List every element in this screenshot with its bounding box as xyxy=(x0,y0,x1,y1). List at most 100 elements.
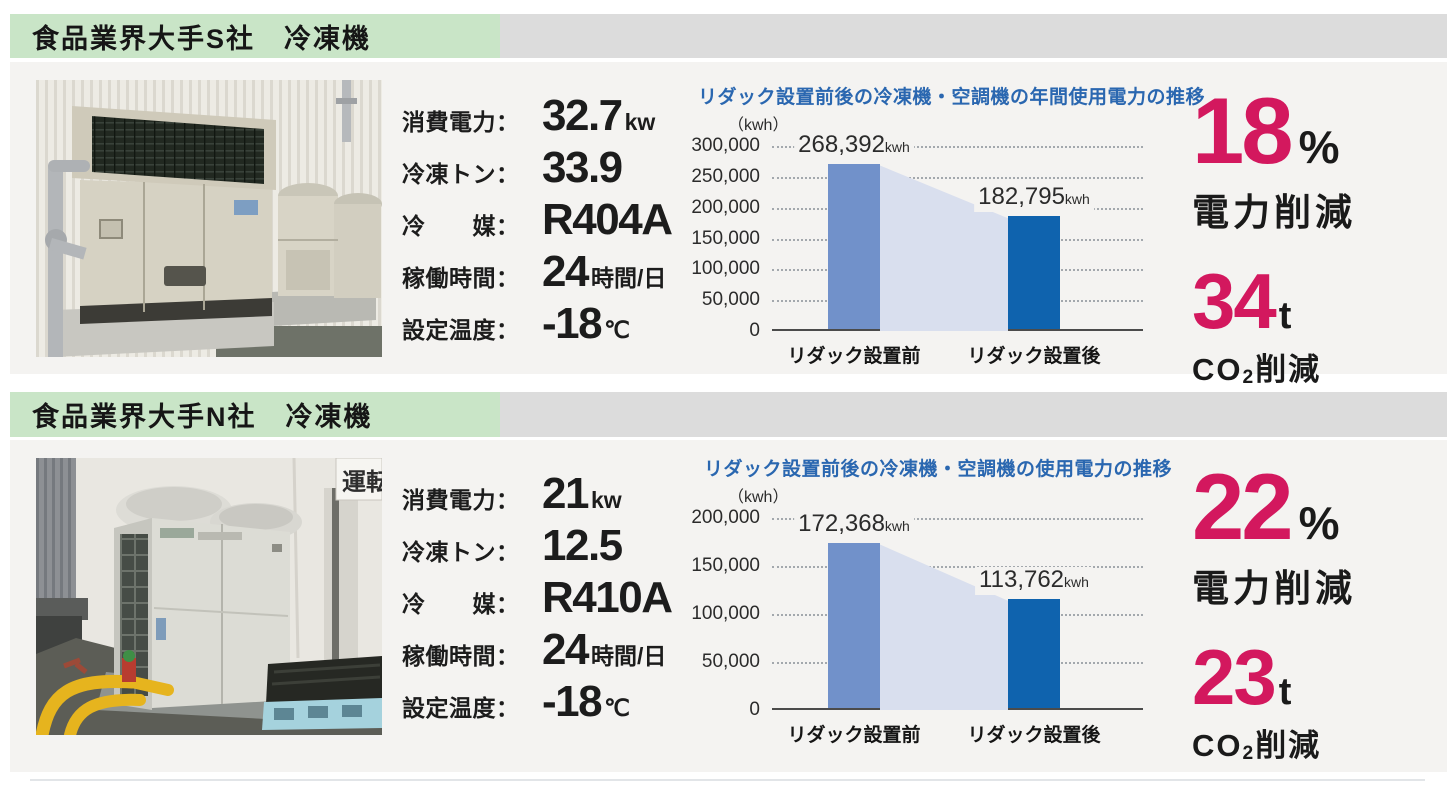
x-category-label: リダック設置前 xyxy=(787,346,921,367)
spec-list: 消費電力： 32.7 kw 冷凍トン： 33.9 冷 媒： R404A 稼働時間… xyxy=(402,90,674,350)
case-title-bar: 食品業界大手S社 冷凍機 xyxy=(10,14,500,58)
spec-value: R410A xyxy=(542,573,673,622)
stat-caption: 電力削減 xyxy=(1192,568,1356,609)
spec-row-hours: 稼働時間： 24 時間/日 xyxy=(402,246,674,298)
stat-value-line: 18 % xyxy=(1192,83,1454,177)
stat-number: 23 xyxy=(1192,633,1277,721)
stat-unit: % xyxy=(1298,497,1340,549)
spec-row-temperature: 設定温度： -18 ℃ xyxy=(402,298,674,350)
spec-value: 33.9 xyxy=(542,143,623,192)
spec-value: 32.7 xyxy=(542,91,623,140)
case-title: 食品業界大手S社 冷凍機 xyxy=(32,23,372,54)
page-bottom-edge xyxy=(30,779,1425,781)
spec-list: 消費電力： 21 kw 冷凍トン： 12.5 冷 媒： R410A 稼働時間： … xyxy=(402,468,674,728)
x-category-label: リダック設置後 xyxy=(967,346,1101,367)
y-tick-label: 50,000 xyxy=(701,289,760,310)
bar-value-unit: kwh xyxy=(1064,573,1089,590)
stat-power-reduction: 22 % 電力削減 xyxy=(1192,459,1454,612)
result-stats: 18 % 電力削減 34 t CO2削減 xyxy=(1192,83,1454,389)
stat-value-line: 34 t xyxy=(1192,257,1454,345)
spec-row-tons: 冷凍トン： 12.5 xyxy=(402,520,674,572)
spec-row-hours: 稼働時間： 24 時間/日 xyxy=(402,624,674,676)
stat-unit: t xyxy=(1278,295,1292,337)
stat-unit: % xyxy=(1298,121,1340,173)
spec-label: 冷 媒： xyxy=(402,213,520,239)
photo-refrigeration-units-outdoor xyxy=(36,80,382,357)
spec-label: 稼働時間： xyxy=(402,643,520,669)
y-gridline xyxy=(772,146,1143,148)
result-stats: 22 % 電力削減 23 t CO2削減 xyxy=(1192,459,1454,765)
bar-before xyxy=(828,542,880,708)
spec-label: 冷 媒： xyxy=(402,591,520,617)
bar-value-number: 268,392 xyxy=(798,130,885,158)
spec-value: 24 xyxy=(542,625,589,674)
spec-unit: kw xyxy=(590,487,622,513)
pipe-bracket xyxy=(336,98,357,104)
truck-trailer xyxy=(36,458,88,656)
pipes xyxy=(45,160,90,357)
co2-suffix: 削減 xyxy=(1255,728,1322,763)
spec-label: 冷凍トン： xyxy=(402,161,520,187)
wall-recess xyxy=(324,488,358,678)
secondary-units xyxy=(278,183,382,298)
spec-label: 稼働時間： xyxy=(402,265,520,291)
bar-link-area xyxy=(880,544,1008,710)
spec-value: R404A xyxy=(542,195,673,244)
bar-chart-power: リダック設置前後の冷凍機・空調機の使用電力の推移 （kwh） 200,000 15… xyxy=(691,458,1178,746)
case-header-extension xyxy=(500,14,1447,58)
y-gridline xyxy=(772,177,1143,179)
wall-pipe xyxy=(342,80,351,142)
bar-value-number: 113,762 xyxy=(979,565,1065,593)
stat-caption-co2: CO2削減 xyxy=(1192,720,1454,765)
y-tick-label: 150,000 xyxy=(691,555,760,576)
bar-value-unit: kwh xyxy=(884,138,910,155)
sign: 運転 xyxy=(335,458,382,501)
case-header-n: 食品業界大手N社 冷凍機 xyxy=(10,392,1447,437)
spec-unit: ℃ xyxy=(604,695,630,721)
condensing-unit xyxy=(114,518,290,710)
chart-unit-label: （kwh） xyxy=(728,117,789,134)
spec-unit: ℃ xyxy=(604,317,630,343)
spec-row-refrigerant: 冷 媒： R410A xyxy=(402,572,674,624)
spec-value: -18 xyxy=(542,299,603,348)
bar-before xyxy=(828,163,880,329)
railing-device xyxy=(122,658,136,682)
bar-value-unit: kwh xyxy=(884,517,910,534)
y-tick-label: 100,000 xyxy=(691,603,760,624)
case-body-s: 消費電力： 32.7 kw 冷凍トン： 33.9 冷 媒： R404A 稼働時間… xyxy=(10,62,1447,388)
x-category-label: リダック設置後 xyxy=(967,725,1101,746)
spec-row-tons: 冷凍トン： 33.9 xyxy=(402,142,674,194)
chart-title: リダック設置前後の冷凍機・空調機の使用電力の推移 xyxy=(703,459,1172,480)
stat-number: 34 xyxy=(1192,257,1277,345)
chart-title: リダック設置前後の冷凍機・空調機の年間使用電力の推移 xyxy=(698,87,1206,108)
main-refrigeration-unit xyxy=(72,106,276,324)
y-tick-label: 300,000 xyxy=(691,135,760,156)
case-header-s: 食品業界大手S社 冷凍機 xyxy=(10,14,1447,58)
stat-value-line: 22 % xyxy=(1192,459,1454,553)
y-tick-label: 100,000 xyxy=(691,258,760,279)
railing-device-cap xyxy=(123,650,135,662)
bar-after xyxy=(1008,216,1060,329)
y-gridline xyxy=(772,566,1143,568)
spec-label: 冷凍トン： xyxy=(402,539,520,565)
co2-prefix: CO xyxy=(1192,352,1243,387)
bar-chart-annual-power: リダック設置前後の冷凍機・空調機の年間使用電力の推移 （kwh） 300,000… xyxy=(691,86,1206,367)
stat-co2-reduction: 34 t CO2削減 xyxy=(1192,257,1454,389)
spec-unit: kw xyxy=(624,109,656,135)
chart-plot: 300,000 250,000 200,000 150,000 100,000 50,00… xyxy=(691,131,1143,367)
chart-unit-label: （kwh） xyxy=(728,489,789,506)
pallets xyxy=(262,656,382,730)
spec-row-refrigerant: 冷 媒： R404A xyxy=(402,194,674,246)
ground-markings xyxy=(63,657,88,674)
y-gridline xyxy=(772,518,1143,520)
y-tick-label: 150,000 xyxy=(691,228,760,249)
co2-suffix: 削減 xyxy=(1255,352,1322,387)
bar-value-label: 268,392kwh xyxy=(794,130,914,160)
stat-value-line: 23 t xyxy=(1192,633,1454,721)
stat-co2-reduction: 23 t CO2削減 xyxy=(1192,633,1454,765)
y-tick-label: 0 xyxy=(749,699,760,720)
x-category-label: リダック設置前 xyxy=(787,725,921,746)
spec-unit: 時間/日 xyxy=(590,643,667,669)
bar-value-label: 113,762kwh xyxy=(975,565,1093,595)
bar-value-label: 172,368kwh xyxy=(794,510,914,539)
